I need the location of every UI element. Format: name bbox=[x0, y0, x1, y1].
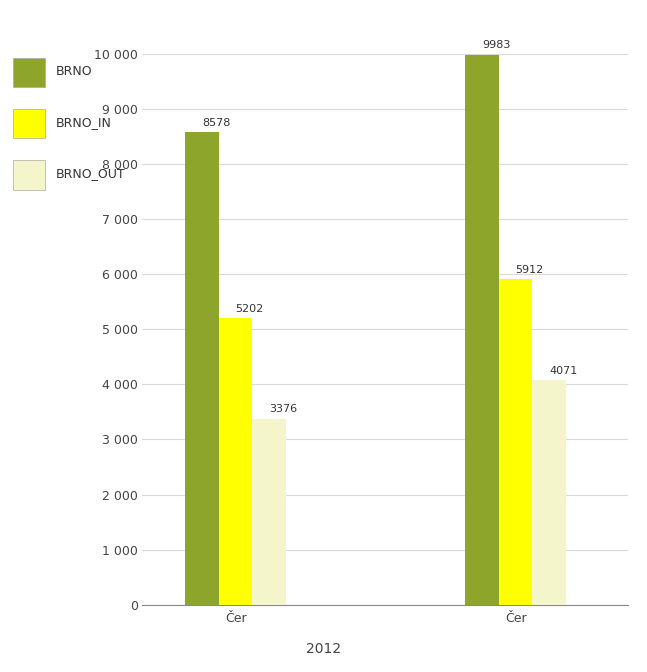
Text: 8578: 8578 bbox=[202, 118, 230, 128]
Bar bbox=[219, 318, 252, 605]
Text: 4071: 4071 bbox=[549, 366, 578, 376]
Text: 2012: 2012 bbox=[306, 642, 341, 656]
Bar bbox=[185, 132, 219, 605]
Text: BRNO_IN: BRNO_IN bbox=[56, 116, 111, 129]
Bar bbox=[252, 419, 286, 605]
Text: BRNO_OUT: BRNO_OUT bbox=[56, 167, 126, 180]
Text: 5912: 5912 bbox=[516, 265, 544, 275]
Text: BRNO: BRNO bbox=[56, 65, 93, 78]
FancyBboxPatch shape bbox=[13, 160, 45, 190]
Bar bbox=[499, 279, 532, 605]
Bar bbox=[465, 54, 499, 605]
Text: 9983: 9983 bbox=[482, 40, 510, 50]
Text: 5202: 5202 bbox=[236, 304, 264, 314]
Text: 3376: 3376 bbox=[269, 405, 298, 415]
Bar bbox=[532, 380, 566, 605]
FancyBboxPatch shape bbox=[13, 109, 45, 138]
FancyBboxPatch shape bbox=[13, 58, 45, 87]
